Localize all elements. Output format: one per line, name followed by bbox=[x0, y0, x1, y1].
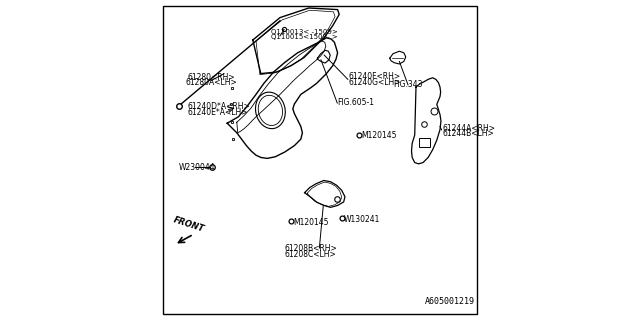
Text: 61240F<RH>: 61240F<RH> bbox=[348, 72, 400, 81]
Text: 61208B<RH>: 61208B<RH> bbox=[284, 244, 337, 253]
Text: M120145: M120145 bbox=[293, 218, 328, 227]
Text: FIG.343: FIG.343 bbox=[393, 80, 423, 89]
Text: 61240E*A<LH>: 61240E*A<LH> bbox=[187, 108, 248, 117]
Text: 61240G<LH>: 61240G<LH> bbox=[348, 78, 401, 87]
Text: 61240D*A<RH>: 61240D*A<RH> bbox=[187, 102, 250, 111]
Text: 61244B<LH>: 61244B<LH> bbox=[442, 129, 494, 138]
Text: Q110015<1509- >: Q110015<1509- > bbox=[271, 34, 338, 40]
Text: FIG.605-1: FIG.605-1 bbox=[338, 98, 374, 107]
Text: FRONT: FRONT bbox=[172, 216, 205, 234]
Text: M120145: M120145 bbox=[362, 131, 397, 140]
Text: W230044: W230044 bbox=[179, 163, 215, 172]
Text: A605001219: A605001219 bbox=[425, 297, 475, 306]
Text: Q110013< -1509>: Q110013< -1509> bbox=[271, 28, 338, 35]
Text: 61208C<LH>: 61208C<LH> bbox=[285, 250, 336, 259]
Text: 61280<RH>: 61280<RH> bbox=[188, 73, 235, 82]
Text: 61244A<RH>: 61244A<RH> bbox=[442, 124, 495, 132]
Text: 61280A<LH>: 61280A<LH> bbox=[186, 78, 237, 87]
Text: W130241: W130241 bbox=[344, 215, 380, 224]
Bar bbox=[419, 138, 430, 147]
